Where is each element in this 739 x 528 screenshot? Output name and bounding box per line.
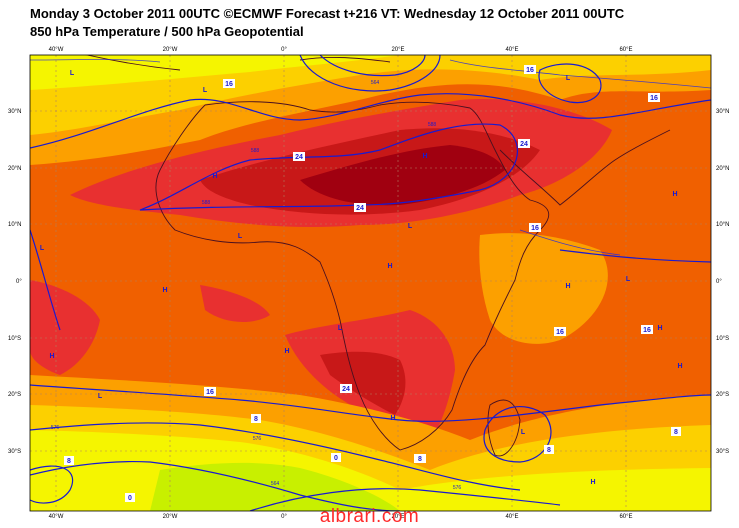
lat-label-right: 20°S bbox=[716, 392, 729, 398]
lat-label: 20°N bbox=[8, 166, 21, 172]
lat-label-right: 30°S bbox=[716, 449, 729, 455]
lon-label: 20°E bbox=[391, 47, 404, 53]
isotherm-label: 8 bbox=[254, 416, 258, 423]
lat-label: 10°N bbox=[8, 222, 21, 228]
low-pressure-marker: L bbox=[203, 87, 208, 94]
high-pressure-marker: H bbox=[390, 415, 395, 422]
isotherm-label: 24 bbox=[342, 386, 350, 393]
watermark: albrari.com bbox=[319, 506, 420, 527]
lat-label: 30°N bbox=[8, 109, 21, 115]
isotherm-label: 0 bbox=[128, 495, 132, 502]
low-pressure-marker: L bbox=[566, 75, 571, 82]
geopotential-label: 576 bbox=[51, 425, 60, 431]
lon-label: 60°E bbox=[619, 47, 632, 53]
temp-fill-cold bbox=[150, 462, 400, 511]
low-pressure-marker: L bbox=[408, 223, 413, 230]
temp-fill-east-16 bbox=[479, 233, 608, 344]
lon-label: 40°E bbox=[505, 47, 518, 53]
isotherm-label: 16 bbox=[225, 81, 233, 88]
isotherm-label: 24 bbox=[356, 205, 364, 212]
coastlines bbox=[85, 55, 671, 457]
isotherm-label: 16 bbox=[556, 329, 564, 336]
high-pressure-marker: H bbox=[387, 263, 392, 270]
lon-label-bottom: 60°E bbox=[619, 514, 632, 520]
lat-label: 20°S bbox=[8, 392, 21, 398]
isotherm-label: 8 bbox=[674, 429, 678, 436]
geopotential-label: 588 bbox=[251, 148, 260, 154]
geopotential-label: 564 bbox=[271, 481, 280, 487]
lat-label-right: 30°N bbox=[716, 109, 729, 115]
geopotential-labels: 564 588 588 588 576 576 564 576 bbox=[51, 80, 462, 491]
isotherm-label: 0 bbox=[334, 455, 338, 462]
lon-label: 0° bbox=[281, 47, 287, 53]
isotherm-label: 8 bbox=[67, 458, 71, 465]
lat-label-right: 10°N bbox=[716, 222, 729, 228]
lon-label-bottom: 40°W bbox=[49, 514, 64, 520]
lon-label-bottom: 20°W bbox=[163, 514, 178, 520]
lon-label-bottom: 40°E bbox=[505, 514, 518, 520]
isotherm-label: 24 bbox=[295, 154, 303, 161]
lat-label-right: 10°S bbox=[716, 336, 729, 342]
temp-fill-north-8 bbox=[30, 55, 400, 90]
geopotential-label: 588 bbox=[202, 200, 211, 206]
high-pressure-marker: H bbox=[162, 287, 167, 294]
temperature-labels: 16 16 16 24 24 24 16 16 16 24 16 8 8 8 0… bbox=[64, 65, 681, 502]
lon-label: 40°W bbox=[49, 47, 64, 53]
geopotential-label: 576 bbox=[453, 485, 462, 491]
high-pressure-marker: H bbox=[677, 363, 682, 370]
high-pressure-marker: H bbox=[672, 191, 677, 198]
high-pressure-marker: H bbox=[657, 325, 662, 332]
map-frame bbox=[29, 54, 712, 512]
high-pressure-marker: H bbox=[565, 283, 570, 290]
map-title: Monday 3 October 2011 00UTC ©ECMWF Forec… bbox=[30, 6, 625, 21]
temp-fill-south-28 bbox=[320, 351, 406, 415]
isotherm-label: 16 bbox=[650, 95, 658, 102]
low-pressure-marker: L bbox=[70, 70, 75, 77]
lon-label-bottom: 20°E bbox=[391, 514, 404, 520]
isotherm-label: 16 bbox=[531, 225, 539, 232]
isotherm-label: 8 bbox=[418, 456, 422, 463]
low-pressure-marker: L bbox=[238, 233, 243, 240]
isotherm-label: 16 bbox=[206, 389, 214, 396]
isotherm-contours bbox=[30, 59, 711, 256]
low-pressure-marker: L bbox=[521, 429, 526, 436]
isotherm-label: 24 bbox=[520, 141, 528, 148]
isotherm-label: 16 bbox=[526, 67, 534, 74]
lat-label: 10°S bbox=[8, 336, 21, 342]
map-subtitle: 850 hPa Temperature / 500 hPa Geopotenti… bbox=[30, 24, 304, 39]
geopotential-label: 588 bbox=[428, 122, 437, 128]
temp-fill-sahara-32 bbox=[300, 145, 505, 206]
high-pressure-marker: H bbox=[212, 173, 217, 180]
lat-label: 30°S bbox=[8, 449, 21, 455]
lat-label: 0° bbox=[16, 279, 22, 285]
high-pressure-marker: H bbox=[284, 348, 289, 355]
isotherm-label: 16 bbox=[643, 327, 651, 334]
high-pressure-marker: H bbox=[590, 479, 595, 486]
temp-fill-west-24 bbox=[30, 280, 100, 375]
low-pressure-marker: L bbox=[626, 276, 631, 283]
graticule bbox=[30, 55, 711, 511]
temp-fill-central-24 bbox=[200, 285, 270, 322]
lon-label-bottom: 0° bbox=[281, 514, 287, 520]
lat-label-right: 20°N bbox=[716, 166, 729, 172]
low-pressure-marker: L bbox=[40, 245, 45, 252]
geopotential-label: 564 bbox=[371, 80, 380, 86]
lat-label-right: 0° bbox=[716, 279, 722, 285]
high-pressure-marker: H bbox=[422, 153, 427, 160]
geopotential-contours bbox=[30, 55, 711, 511]
low-pressure-marker: L bbox=[338, 325, 343, 332]
geopotential-label: 576 bbox=[253, 436, 262, 442]
high-pressure-marker: H bbox=[49, 353, 54, 360]
lon-label: 20°W bbox=[163, 47, 178, 53]
isotherm-label: 8 bbox=[547, 447, 551, 454]
low-pressure-marker: L bbox=[98, 393, 103, 400]
